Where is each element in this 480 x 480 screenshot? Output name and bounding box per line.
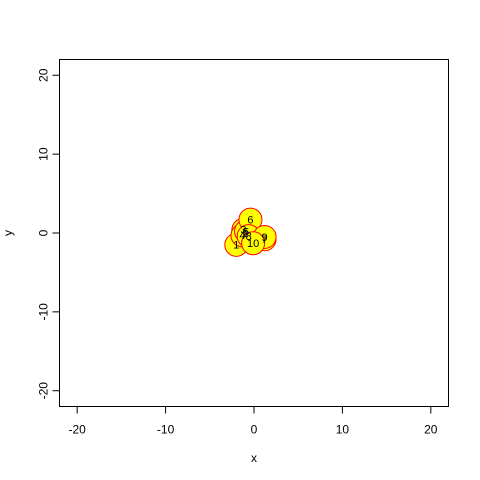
point-label-8: 8 [246, 231, 252, 243]
point-label-10: 10 [247, 238, 259, 250]
x-tick-label: 10 [336, 423, 350, 437]
y-tick-label: -10 [37, 303, 51, 321]
point-label-3: 3 [240, 225, 246, 237]
y-tick-label: -20 [37, 382, 51, 400]
y-tick-label: 10 [37, 147, 51, 161]
point-label-5: 5 [243, 226, 249, 238]
point-label-6: 6 [247, 214, 253, 226]
x-tick-label: 20 [424, 423, 438, 437]
x-tick-label: 0 [251, 423, 258, 437]
y-axis: -20 -10 0 10 20 [37, 68, 60, 399]
x-axis-label: x [251, 451, 257, 465]
x-axis: -20 -10 0 10 20 [69, 406, 438, 437]
y-axis-label: y [1, 230, 15, 236]
point-label-4: 4 [239, 230, 245, 242]
point-label-2: 2 [242, 228, 248, 240]
x-tick-label: -20 [69, 423, 87, 437]
point-label-9: 9 [262, 232, 268, 244]
point-label-7: 7 [262, 234, 268, 246]
y-tick-label: 20 [37, 68, 51, 82]
point-circle-10 [241, 231, 266, 256]
point-label-1: 1 [233, 240, 239, 252]
y-tick-label: 0 [37, 229, 51, 236]
x-tick-label: -10 [157, 423, 175, 437]
